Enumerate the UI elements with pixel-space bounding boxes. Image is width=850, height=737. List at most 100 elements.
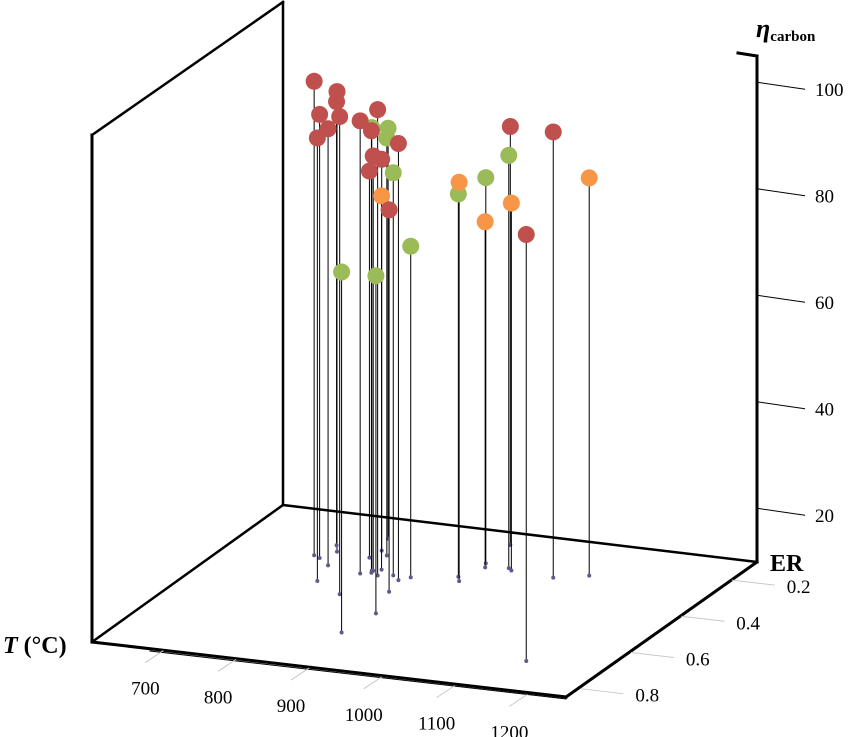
x-tick-mark: [217, 658, 237, 672]
point-base-marker: [339, 630, 344, 635]
x-tick-label: 1200: [490, 722, 528, 737]
point-base-marker: [367, 555, 372, 560]
point-base-marker: [358, 571, 363, 576]
data-point-series-2: [402, 237, 420, 255]
x-tick-mark: [363, 676, 383, 690]
data-point-series-1: [380, 201, 398, 219]
data-point-series-2: [500, 146, 518, 164]
y-tick-label: 0.8: [635, 686, 659, 707]
point-base-marker: [396, 578, 401, 583]
x-axis-line: [90, 640, 568, 699]
stems: [312, 81, 592, 664]
point-base-marker: [334, 543, 339, 548]
data-point-series-3: [476, 213, 494, 231]
y-axis-title: ER: [770, 551, 804, 577]
y-tick-mark: [731, 579, 775, 586]
z-tick-label: 40: [815, 400, 834, 421]
y-tick-label: 0.2: [787, 577, 811, 598]
data-point-series-1: [328, 83, 346, 101]
y-tick-mark: [681, 615, 725, 622]
data-point-series-2: [333, 263, 351, 281]
data-point-series-2: [367, 267, 385, 285]
data-point-series-1: [364, 147, 382, 165]
x-tick-label: 900: [277, 696, 306, 717]
point-base-marker: [457, 579, 462, 584]
x-axis-line-inner: [149, 650, 567, 700]
point-base-marker: [551, 575, 556, 580]
x-axis-symbol: T: [3, 633, 19, 659]
y-tick-mark: [630, 651, 674, 658]
data-point-series-1: [517, 226, 535, 244]
data-point-series-1: [351, 112, 369, 130]
point-base-marker: [379, 567, 384, 572]
point-base-marker: [315, 578, 320, 583]
top-left-edge: [90, 0, 285, 137]
data-point-series-1: [360, 162, 378, 180]
z-axis-top-stub: [736, 51, 759, 58]
z-tick-label: 20: [815, 506, 834, 527]
axis-ticks: 700 800 900 1000 1100 1200 0.2 0.4 0.6 0.8 20 40 60 8…: [131, 80, 843, 737]
data-point-series-1: [362, 122, 380, 140]
point-base-marker: [483, 561, 488, 566]
data-point-series-1: [389, 135, 407, 153]
point-base-marker: [391, 573, 396, 578]
data-point-series-1: [311, 105, 329, 123]
x-axis-title: T (°C): [3, 633, 67, 659]
data-point-series-1: [308, 129, 326, 147]
x-tick-mark: [145, 650, 164, 663]
data-point-series-1: [501, 117, 519, 135]
point-base-marker: [456, 574, 461, 579]
point-base-marker: [483, 565, 488, 570]
data-point-series-2: [384, 164, 402, 182]
z-tick-label: 80: [815, 187, 834, 208]
point-base-marker: [312, 553, 317, 558]
y-tick-label: 0.4: [736, 613, 760, 634]
axis-box: [90, 0, 760, 700]
point-base-marker: [326, 563, 331, 568]
y-axis-line: [563, 559, 760, 700]
x-tick-label: 800: [204, 687, 233, 708]
y-tick-label: 0.6: [686, 649, 710, 670]
z-tick-mark: [756, 294, 806, 303]
point-base-marker: [373, 611, 378, 616]
z-tick-mark: [756, 81, 806, 90]
z-axis-symbol: η: [756, 14, 770, 43]
point-base-marker: [387, 589, 392, 594]
data-point-series-1: [305, 72, 323, 90]
point-base-marker: [408, 575, 413, 580]
z-tick-label: 100: [815, 80, 844, 101]
point-base-marker: [337, 592, 342, 597]
z-tick-mark: [756, 401, 806, 410]
left-floor-edge: [90, 503, 285, 644]
point-base-marker: [509, 568, 514, 573]
point-base-marker: [317, 556, 322, 561]
data-point-series-3: [580, 169, 598, 187]
point-base-marker: [384, 553, 389, 558]
x-tick-mark: [509, 693, 528, 707]
back-floor-edge: [281, 503, 759, 564]
data-points: [305, 72, 598, 285]
data-point-series-3: [373, 187, 391, 205]
data-point-series-1: [544, 123, 562, 141]
point-base-marker: [587, 573, 592, 578]
z-tick-mark: [756, 188, 806, 197]
point-base-marker: [524, 659, 529, 664]
y-tick-mark: [580, 688, 624, 695]
point-base-marker: [375, 573, 380, 578]
point-base-marker: [506, 566, 511, 571]
data-point-series-1: [369, 101, 387, 119]
x-tick-mark: [436, 685, 455, 699]
x-tick-mark: [290, 667, 310, 681]
point-base-marker: [369, 568, 374, 573]
point-base-marker: [334, 549, 339, 554]
x-axis-unit: (°C): [18, 633, 67, 659]
z-tick-mark: [756, 507, 806, 516]
data-point-series-3: [450, 173, 468, 191]
z-tick-label: 60: [815, 293, 834, 314]
data-point-series-3: [502, 194, 520, 212]
data-point-series-1: [331, 108, 349, 126]
x-tick-label: 1100: [418, 714, 455, 735]
data-point-series-2: [477, 169, 495, 187]
x-tick-label: 1000: [345, 705, 383, 726]
